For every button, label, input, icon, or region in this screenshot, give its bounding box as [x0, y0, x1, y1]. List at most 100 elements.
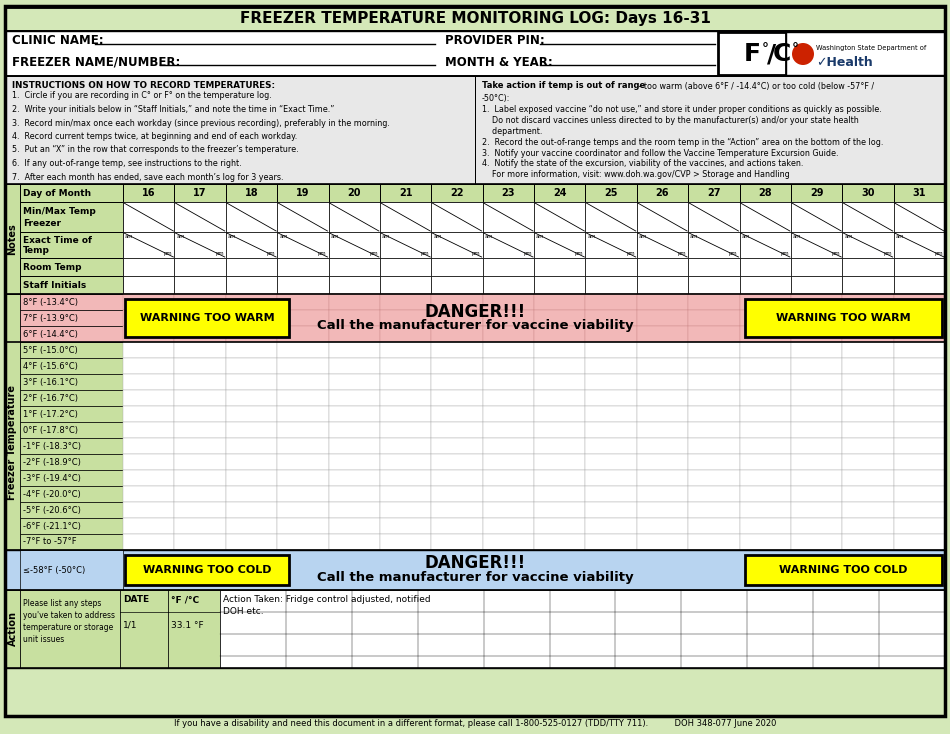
- Bar: [125, 555, 290, 585]
- Bar: [585, 486, 637, 502]
- Bar: [123, 326, 175, 342]
- Bar: [175, 486, 226, 502]
- Text: pm: pm: [883, 252, 892, 256]
- Text: pm: pm: [163, 252, 172, 256]
- Text: you've taken to address: you've taken to address: [23, 611, 115, 619]
- Text: am: am: [228, 233, 237, 239]
- Bar: [636, 470, 688, 486]
- Text: WARNING TOO COLD: WARNING TOO COLD: [779, 565, 907, 575]
- Bar: [636, 184, 688, 202]
- Bar: [894, 342, 945, 358]
- Text: DATE: DATE: [123, 595, 149, 605]
- Bar: [688, 310, 739, 326]
- Bar: [636, 342, 688, 358]
- Bar: [431, 470, 483, 486]
- Bar: [894, 518, 945, 534]
- Bar: [226, 202, 277, 232]
- Text: pm: pm: [267, 252, 276, 256]
- Bar: [894, 390, 945, 406]
- Bar: [843, 518, 894, 534]
- Bar: [175, 326, 226, 342]
- Bar: [168, 590, 220, 668]
- Bar: [20, 406, 123, 422]
- Bar: [226, 502, 277, 518]
- Text: If you have a disability and need this document in a different format, please ca: If you have a disability and need this d…: [174, 719, 776, 727]
- Bar: [636, 294, 688, 310]
- Bar: [790, 232, 843, 258]
- Bar: [790, 422, 843, 438]
- Text: Freezer Temperature: Freezer Temperature: [8, 385, 17, 500]
- Text: 8°F (-13.4°C): 8°F (-13.4°C): [23, 297, 78, 307]
- Text: -1°F (-18.3°C): -1°F (-18.3°C): [23, 441, 81, 451]
- Bar: [5, 7, 945, 31]
- Text: am: am: [896, 233, 904, 239]
- Bar: [20, 454, 123, 470]
- Text: 17: 17: [193, 188, 207, 198]
- Bar: [175, 438, 226, 454]
- Text: WARNING TOO WARM: WARNING TOO WARM: [776, 313, 910, 323]
- Bar: [636, 310, 688, 326]
- Bar: [585, 438, 637, 454]
- Bar: [123, 502, 175, 518]
- Bar: [688, 422, 739, 438]
- Bar: [483, 232, 534, 258]
- Bar: [894, 454, 945, 470]
- Bar: [329, 202, 380, 232]
- Bar: [20, 232, 123, 258]
- Bar: [843, 232, 894, 258]
- Text: -7°F to -57°F: -7°F to -57°F: [23, 537, 77, 547]
- Bar: [688, 518, 739, 534]
- Bar: [226, 310, 277, 326]
- Bar: [790, 534, 843, 550]
- Bar: [688, 294, 739, 310]
- Bar: [431, 294, 483, 310]
- Bar: [380, 184, 431, 202]
- Text: Action Taken: Fridge control adjusted, notified: Action Taken: Fridge control adjusted, n…: [223, 595, 430, 605]
- Bar: [226, 232, 277, 258]
- Bar: [894, 502, 945, 518]
- Bar: [843, 342, 894, 358]
- Text: 22: 22: [450, 188, 464, 198]
- Bar: [739, 342, 790, 358]
- Bar: [226, 422, 277, 438]
- Bar: [226, 294, 277, 310]
- Bar: [534, 422, 585, 438]
- Bar: [688, 502, 739, 518]
- Text: pm: pm: [370, 252, 378, 256]
- Bar: [5, 550, 945, 590]
- Bar: [123, 310, 175, 326]
- Bar: [739, 390, 790, 406]
- Text: 4.  Notify the state of the excursion, viability of the vaccines, and actions ta: 4. Notify the state of the excursion, vi…: [482, 159, 804, 169]
- Bar: [483, 390, 534, 406]
- Bar: [843, 390, 894, 406]
- Text: FREEZER NAME/NUMBER:: FREEZER NAME/NUMBER:: [12, 56, 180, 68]
- Text: Room Temp: Room Temp: [23, 263, 82, 272]
- Bar: [431, 454, 483, 470]
- Text: Call the manufacturer for vaccine viability: Call the manufacturer for vaccine viabil…: [316, 570, 634, 584]
- Text: -50°C):: -50°C):: [482, 93, 510, 103]
- Bar: [20, 202, 123, 232]
- Bar: [380, 502, 431, 518]
- Text: 6°F (-14.4°C): 6°F (-14.4°C): [23, 330, 78, 338]
- Bar: [123, 358, 175, 374]
- Bar: [175, 310, 226, 326]
- Bar: [636, 358, 688, 374]
- Bar: [534, 470, 585, 486]
- Text: 24: 24: [553, 188, 566, 198]
- Text: am: am: [742, 233, 750, 239]
- Text: Please list any steps: Please list any steps: [23, 598, 102, 608]
- Bar: [688, 438, 739, 454]
- Text: -2°F (-18.9°C): -2°F (-18.9°C): [23, 457, 81, 467]
- Bar: [277, 310, 329, 326]
- Bar: [20, 534, 123, 550]
- Bar: [636, 258, 688, 276]
- Bar: [277, 342, 329, 358]
- Bar: [20, 184, 123, 202]
- Bar: [718, 32, 786, 75]
- Bar: [329, 258, 380, 276]
- Text: -6°F (-21.1°C): -6°F (-21.1°C): [23, 521, 81, 531]
- Text: am: am: [845, 233, 853, 239]
- Bar: [431, 258, 483, 276]
- Text: 20: 20: [348, 188, 361, 198]
- Bar: [790, 310, 843, 326]
